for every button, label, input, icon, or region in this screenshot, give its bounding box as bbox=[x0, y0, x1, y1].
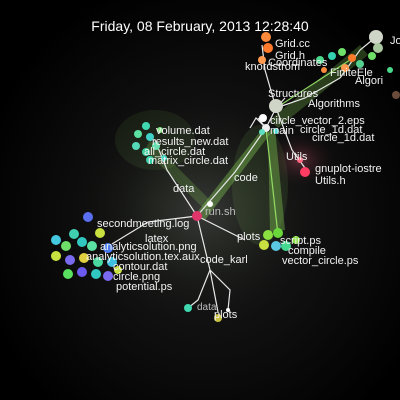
label-all-circle: all_circle.dat bbox=[144, 146, 205, 158]
label-latex: latex bbox=[145, 233, 169, 245]
label-secondmeeting: secondmeeting.log bbox=[97, 218, 189, 230]
label-results-new: results_new.dat bbox=[152, 136, 228, 148]
label-coordinates: Coordinates bbox=[268, 57, 328, 69]
node-labels: Grid.cc Grid.h Coordinates knordstrom Fi… bbox=[86, 35, 400, 321]
label-circle-png: circle.png bbox=[113, 271, 160, 283]
label-algorithms: Algorithms bbox=[308, 98, 360, 110]
label-code-karl: code_karl bbox=[200, 254, 248, 266]
label-algori: Algori bbox=[355, 75, 383, 87]
file-nodes bbox=[51, 30, 400, 322]
label-analytic-aux: analyticsolution.tex.aux bbox=[86, 251, 200, 263]
label-run-sh: run.sh bbox=[205, 206, 236, 218]
label-grid-cc: Grid.cc bbox=[275, 38, 310, 50]
grid-cc-node bbox=[261, 32, 271, 42]
label-contour: contour.dat bbox=[113, 261, 167, 273]
run-sh-node bbox=[192, 211, 202, 221]
label-utils: Utils bbox=[286, 151, 308, 163]
label-finite-ele: FiniteEle bbox=[330, 67, 373, 79]
label-circle-vector: circle_vector_2.eps bbox=[270, 115, 365, 127]
utils-node bbox=[300, 167, 310, 177]
label-structures: Structures bbox=[268, 88, 319, 100]
label-circle-1d-b: circle_1d.dat bbox=[312, 132, 374, 144]
structures-node bbox=[269, 99, 283, 113]
label-plots: plots bbox=[237, 231, 261, 243]
label-potential: potential.ps bbox=[116, 281, 173, 293]
label-circle-1d-a: circle_1d.dat bbox=[300, 124, 362, 136]
label-script-ps: script.ps bbox=[280, 235, 321, 247]
label-grid-h: Grid.h bbox=[275, 50, 305, 62]
label-plots-bottom: plots bbox=[214, 309, 238, 321]
label-code: code bbox=[234, 172, 258, 184]
label-main: main bbox=[270, 125, 294, 137]
label-utils-h: Utils.h bbox=[315, 175, 346, 187]
jo-node bbox=[369, 30, 383, 44]
label-matrix-circle: matrix_circle.dat bbox=[148, 155, 228, 167]
circle-vector-node bbox=[259, 114, 267, 122]
label-analytic-png: analyticsolution.png bbox=[100, 241, 197, 253]
label-data-bottom: data bbox=[197, 302, 217, 313]
label-vector-circle: vector_circle.ps bbox=[282, 255, 359, 267]
label-gnuplot: gnuplot-iostre bbox=[315, 163, 382, 175]
label-data: data bbox=[173, 183, 195, 195]
label-jo: Jo bbox=[390, 35, 400, 47]
timestamp-title: Friday, 08 February, 2013 12:28:40 bbox=[91, 18, 309, 34]
label-compile: compile bbox=[288, 245, 326, 257]
label-knordstrom: knordstrom bbox=[245, 61, 300, 73]
label-volume: volume.dat bbox=[156, 125, 210, 137]
